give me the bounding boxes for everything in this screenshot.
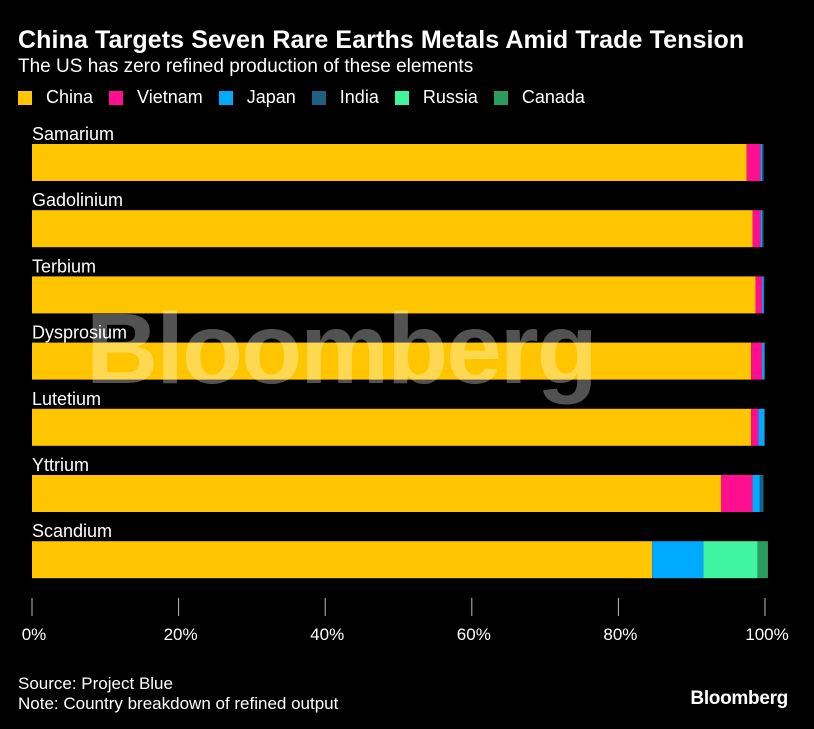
bar-samarium-vietnam — [746, 144, 761, 181]
bar-yttrium-india — [759, 475, 764, 512]
legend-label: Japan — [246, 87, 296, 107]
legend-label: India — [339, 87, 379, 107]
x-tick-label: 100% — [745, 625, 788, 644]
bar-scandium-japan — [652, 541, 704, 579]
bar-lutetium-vietnam — [751, 408, 759, 446]
legend-item-russia: Russia — [394, 87, 478, 108]
category-label-terbium: Terbium — [32, 256, 96, 276]
legend-label: Canada — [521, 87, 585, 107]
source-note: Source: Project Blue — [18, 674, 173, 693]
bar-gadolinium-japan — [760, 210, 763, 248]
category-label-lutetium: Lutetium — [32, 389, 101, 409]
x-tick-label: 40% — [310, 625, 344, 644]
category-label-yttrium: Yttrium — [32, 455, 89, 475]
bar-dysprosium-japan — [762, 342, 765, 380]
category-label-dysprosium: Dysprosium — [32, 323, 127, 343]
bar-gadolinium-india — [762, 210, 764, 248]
bar-terbium-japan — [762, 276, 764, 314]
x-tick-label: 80% — [603, 625, 637, 644]
category-label-scandium: Scandium — [32, 521, 112, 541]
legend-swatch — [493, 90, 508, 105]
x-tick-label: 60% — [457, 625, 491, 644]
legend: China Vietnam Japan India Russia Canada — [18, 87, 601, 108]
legend-swatch — [394, 90, 409, 105]
x-tick-label: 0% — [22, 625, 47, 644]
bar-gadolinium-china — [32, 210, 753, 248]
legend-label: Russia — [422, 87, 478, 107]
bar-yttrium-china — [32, 475, 722, 512]
legend-item-vietnam: Vietnam — [109, 87, 203, 108]
bar-samarium-india — [762, 144, 764, 181]
bar-terbium-vietnam — [755, 276, 763, 314]
legend-item-china: China — [18, 87, 93, 108]
bar-scandium-china — [32, 541, 653, 579]
bar-terbium-china — [32, 276, 756, 314]
category-label-gadolinium: Gadolinium — [32, 190, 123, 210]
bar-terbium-india — [763, 276, 765, 314]
legend-swatch — [18, 90, 32, 105]
legend-label: China — [46, 87, 94, 107]
legend-swatch — [218, 90, 233, 105]
bar-scandium-russia — [703, 541, 758, 579]
legend-item-india: India — [311, 87, 379, 108]
bar-lutetium-japan — [758, 408, 765, 446]
x-tick-label: 20% — [164, 625, 198, 644]
chart-title: China Targets Seven Rare Earths Metals A… — [18, 26, 745, 54]
footnote: Note: Country breakdown of refined outpu… — [18, 694, 339, 713]
bar-dysprosium-vietnam — [751, 342, 763, 380]
bar-scandium-canada — [757, 541, 768, 579]
bar-yttrium-vietnam — [721, 475, 753, 512]
bloomberg-logo: Bloomberg — [690, 688, 788, 709]
legend-item-canada: Canada — [493, 87, 585, 108]
legend-swatch — [109, 90, 124, 105]
category-label-samarium: Samarium — [32, 124, 114, 144]
legend-item-japan: Japan — [218, 87, 296, 108]
bar-dysprosium-india — [764, 342, 765, 380]
bar-samarium-japan — [760, 144, 763, 181]
bar-samarium-china — [32, 144, 747, 181]
bar-gadolinium-vietnam — [752, 210, 761, 248]
bar-dysprosium-china — [32, 342, 752, 380]
bar-yttrium-japan — [752, 475, 760, 512]
bar-lutetium-china — [32, 408, 752, 446]
legend-label: Vietnam — [137, 87, 203, 107]
bar-lutetium-india — [764, 408, 765, 446]
chart-subtitle: The US has zero refined production of th… — [18, 56, 474, 77]
legend-swatch — [311, 90, 326, 105]
